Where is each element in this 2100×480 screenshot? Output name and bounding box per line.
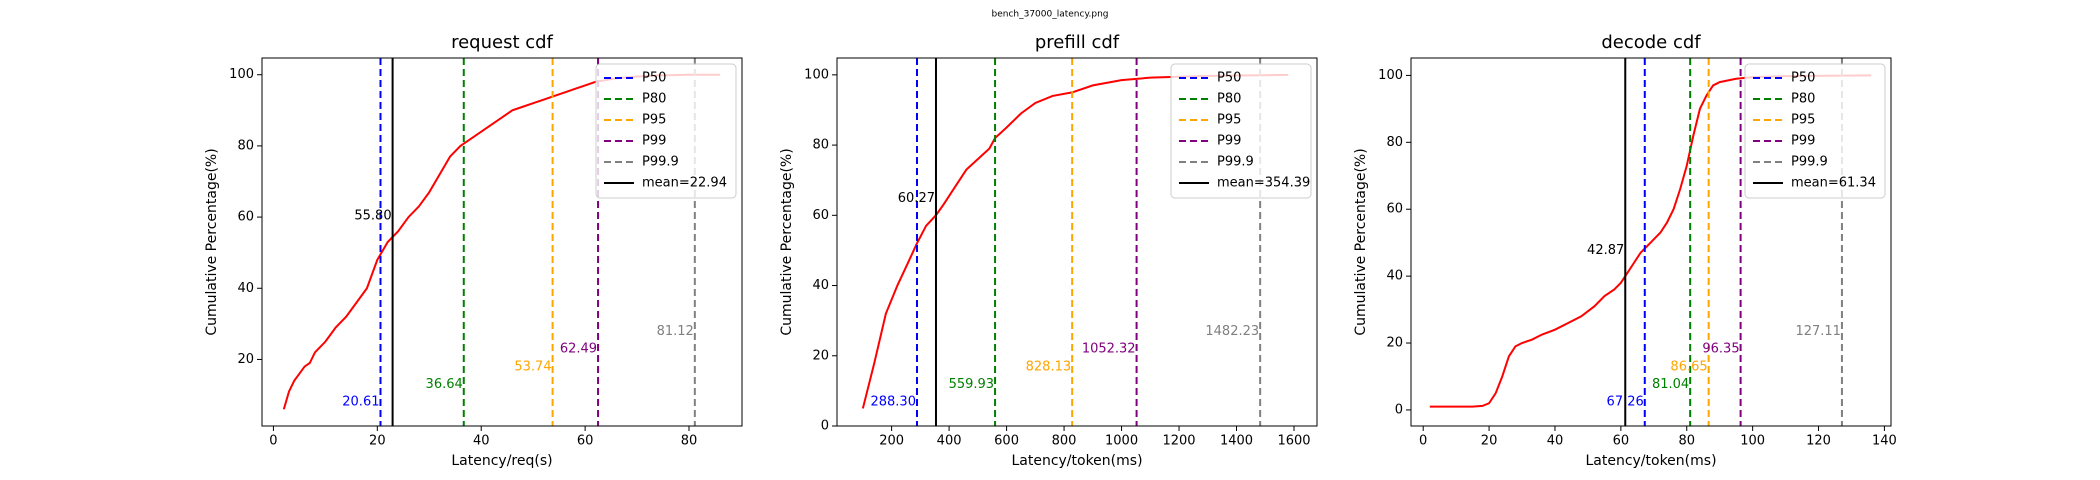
legend-box (1744, 63, 1886, 199)
legend-label: P99 (642, 134, 666, 149)
percentile-label: 559.93 (949, 377, 995, 392)
legend-label: P99 (1791, 134, 1815, 149)
x-tick-label: 200 (879, 434, 904, 449)
x-tick-label: 80 (1678, 434, 1695, 449)
percentile-label: 81.04 (1652, 377, 1689, 392)
y-tick-label: 100 (804, 67, 829, 82)
legend-label: P99.9 (642, 155, 679, 170)
x-tick-label: 1600 (1277, 434, 1310, 449)
axes-frame (836, 57, 1318, 427)
y-tick-label: 60 (237, 210, 254, 225)
percentile-label: 96.35 (1702, 342, 1739, 357)
x-tick-label: 60 (1613, 434, 1630, 449)
legend-label: P99.9 (1217, 155, 1254, 170)
legend-label: mean=22.94 (642, 176, 727, 191)
figure-title: bench_37000_latency.png (991, 10, 1108, 20)
y-tick-label: 100 (1378, 68, 1403, 83)
y-tick-label: 80 (812, 138, 829, 153)
legend-label: P80 (1791, 92, 1815, 107)
x-tick-label: 800 (1052, 434, 1077, 449)
x-tick-label: 100 (1740, 434, 1765, 449)
x-tick-label: 0 (1419, 434, 1427, 449)
x-axis-label: Latency/req(s) (451, 453, 552, 469)
y-tick-label: 20 (1386, 336, 1403, 351)
y-tick-label: 40 (812, 278, 829, 293)
x-axis-label: Latency/token(ms) (1585, 453, 1716, 469)
x-tick-label: 400 (937, 434, 962, 449)
axes-frame (261, 57, 743, 427)
percentile-label: 36.64 (426, 377, 463, 392)
x-tick-label: 600 (994, 434, 1019, 449)
x-tick-label: 0 (269, 434, 277, 449)
legend-label: P99.9 (1791, 155, 1828, 170)
y-tick-label: 80 (237, 138, 254, 153)
subplot-title: decode cdf (1601, 32, 1701, 53)
subplot: prefill cdf Latency/token(ms) Cumulative P… (779, 32, 1318, 469)
percentile-label: 288.30 (870, 395, 916, 410)
x-tick-label: 40 (473, 434, 490, 449)
x-tick-label: 20 (369, 434, 386, 449)
legend-label: P50 (1217, 71, 1241, 86)
percentile-label: 1052.32 (1082, 342, 1136, 357)
legend-box (595, 63, 737, 199)
cdf-line (861, 73, 1289, 409)
legend-label: P80 (1217, 92, 1241, 107)
x-tick-label: 1000 (1105, 434, 1138, 449)
x-tick-label: 40 (1547, 434, 1564, 449)
cdf-line (1429, 74, 1872, 408)
percentile-label: 53.74 (514, 359, 551, 374)
subplot-title: request cdf (451, 32, 553, 53)
y-tick-label: 20 (812, 348, 829, 363)
legend-label: P50 (642, 71, 666, 86)
y-tick-label: 40 (237, 281, 254, 296)
legend-label: P95 (1791, 113, 1815, 128)
axes-frame (1410, 57, 1892, 427)
y-tick-label: 100 (229, 67, 254, 82)
percentile-label: 1482.23 (1205, 324, 1259, 339)
mean-label: 60.27 (898, 191, 935, 206)
legend-label: mean=61.34 (1791, 176, 1876, 191)
x-tick-label: 120 (1806, 434, 1831, 449)
percentile-label: 86.65 (1670, 359, 1707, 374)
mean-label: 55.80 (354, 209, 391, 224)
percentile-label: 127.11 (1795, 324, 1841, 339)
legend-label: P50 (1791, 71, 1815, 86)
legend-label: mean=354.39 (1217, 176, 1310, 191)
x-tick-label: 1200 (1162, 434, 1195, 449)
y-axis-label: Cumulative Percentage(%) (1353, 148, 1369, 335)
percentile-label: 62.49 (560, 342, 597, 357)
y-axis-label: Cumulative Percentage(%) (779, 148, 795, 335)
legend-box (1170, 63, 1312, 199)
y-tick-label: 0 (1395, 402, 1403, 417)
percentile-label: 20.61 (342, 395, 379, 410)
subplot-title: prefill cdf (1035, 32, 1120, 53)
y-tick-label: 0 (821, 419, 829, 434)
percentile-label: 81.12 (657, 324, 694, 339)
y-tick-label: 60 (812, 208, 829, 223)
y-tick-label: 60 (1386, 202, 1403, 217)
mean-label: 42.87 (1587, 243, 1624, 258)
y-tick-label: 80 (1386, 135, 1403, 150)
y-axis-label: Cumulative Percentage(%) (204, 148, 220, 335)
x-tick-label: 140 (1872, 434, 1897, 449)
x-axis-label: Latency/token(ms) (1011, 453, 1142, 469)
cdf-line (282, 73, 721, 410)
subplot: request cdf Latency/req(s) Cumulative Perc… (204, 32, 743, 469)
x-tick-label: 1400 (1220, 434, 1253, 449)
legend-label: P80 (642, 92, 666, 107)
subplot: decode cdf Latency/token(ms) Cumulative Pe… (1353, 32, 1897, 469)
x-tick-label: 80 (681, 434, 698, 449)
legend-label: P99 (1217, 134, 1241, 149)
percentile-label: 828.13 (1026, 359, 1072, 374)
legend-label: P95 (642, 113, 666, 128)
legend-label: P95 (1217, 113, 1241, 128)
x-tick-label: 20 (1481, 434, 1498, 449)
y-tick-label: 20 (237, 352, 254, 367)
x-tick-label: 60 (577, 434, 594, 449)
y-tick-label: 40 (1386, 269, 1403, 284)
